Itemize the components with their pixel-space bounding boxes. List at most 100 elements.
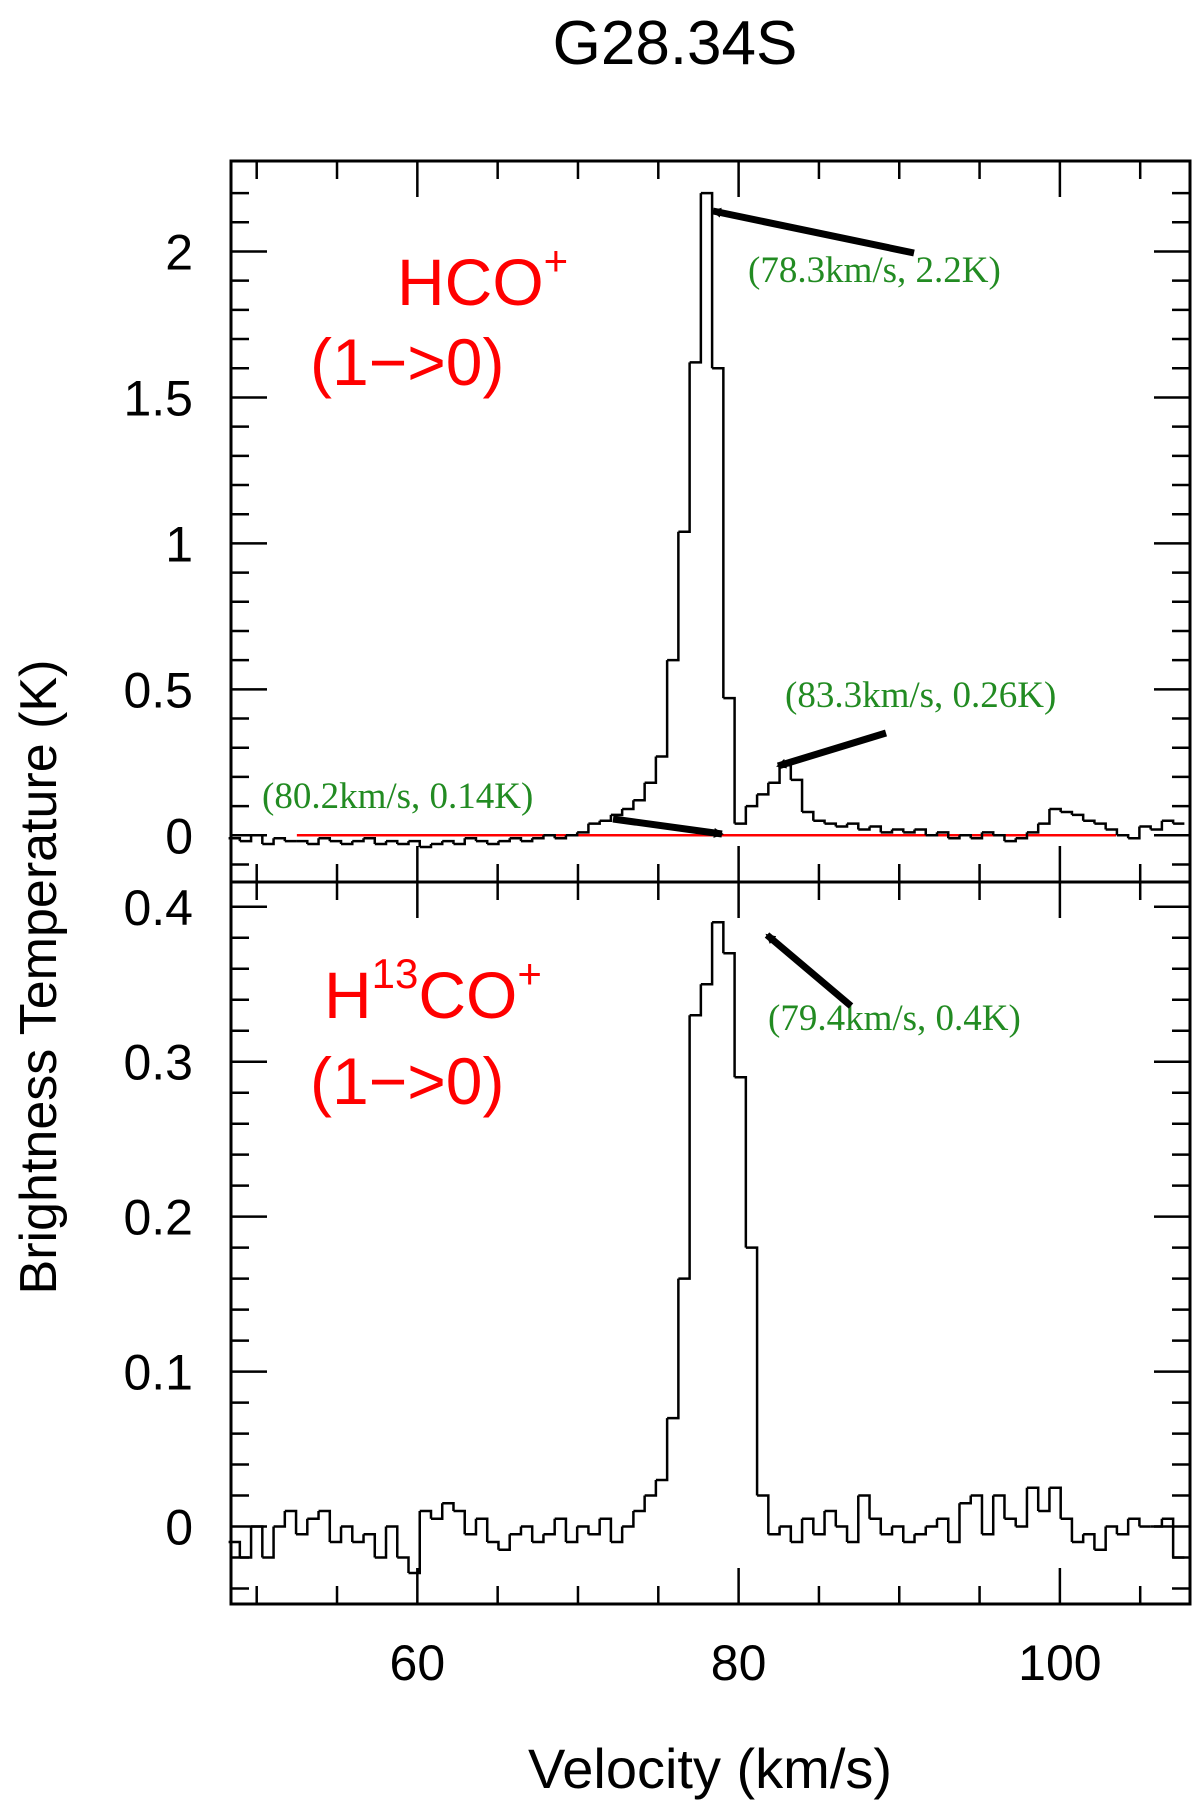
spectrum-channel (1128, 1517, 1141, 1527)
spectrum-channel (1116, 1518, 1130, 1536)
annotation: (78.3km/s, 2.2K) (748, 250, 1001, 291)
spectrum-channel (442, 1502, 455, 1512)
spectrum-channel (1026, 823, 1040, 834)
spectrum-channel (1049, 1486, 1062, 1519)
spectrum-channel (689, 984, 703, 1017)
spectrum-channel (745, 794, 759, 808)
spectrum-channel (678, 362, 691, 533)
spectrum-channel (734, 806, 748, 825)
y-tick-label: 2 (165, 224, 193, 280)
spectrum-channel (847, 1495, 860, 1544)
spectrum-channel (824, 1509, 838, 1527)
spectrum-channel (970, 1494, 984, 1535)
spectrum-channel (667, 531, 680, 662)
spectrum-channel (1105, 828, 1119, 836)
spectrum-channel (1049, 807, 1062, 812)
spectrum-channel (577, 1525, 590, 1535)
chart-title: G28.34S (553, 9, 798, 78)
spectrum-channel (475, 1517, 489, 1543)
spectrum-channel (1094, 1526, 1107, 1552)
spectrum-channel (903, 829, 916, 834)
spectrum-channel (644, 756, 658, 785)
spectrum-channel (813, 819, 826, 824)
molecule-transition: (1−>0) (310, 1044, 504, 1118)
spectrum-channel (734, 1075, 748, 1248)
spectrum-channel (959, 834, 972, 839)
y-tick-label: 0.2 (123, 1190, 193, 1246)
spectrum-channel (993, 834, 1006, 842)
spectrum-channel (1161, 1517, 1175, 1558)
spectrum-channel (644, 1480, 658, 1497)
spectrum-channel (790, 778, 804, 812)
spectrum-channel (858, 1494, 871, 1519)
spectrum-channel (262, 838, 275, 846)
spectrum-channel (239, 835, 253, 843)
spectrum-channel (1161, 819, 1175, 824)
spectrum-channel (419, 844, 433, 849)
spectrum-channel (1139, 825, 1152, 830)
annotation: (83.3km/s, 0.26K) (785, 675, 1056, 716)
spectrum-channel (768, 765, 781, 785)
spectrum-channel (374, 841, 388, 846)
spectrum-channel (655, 1418, 669, 1482)
spectrum-channel (588, 820, 601, 825)
spectrum-channel (1038, 809, 1051, 825)
spectrum-channel (453, 838, 466, 846)
spectrum-channel (1004, 1517, 1017, 1527)
x-axis-title: Velocity (km/s) (528, 1737, 892, 1800)
spectrum-channel (296, 839, 309, 845)
spectrum-channel (599, 814, 613, 822)
y-tick-label: 1.5 (123, 370, 193, 426)
spectrum-channel (397, 841, 410, 846)
spectrum-channel (914, 828, 928, 836)
spectrum-channel (341, 841, 354, 846)
spectrum-channel (374, 1526, 388, 1559)
spectrum-channel (464, 836, 478, 842)
molecule-label-part: H (324, 958, 372, 1032)
spectrum-channel (565, 1526, 579, 1544)
spectrum-channel (745, 1246, 759, 1496)
spectrum-channel (610, 809, 624, 817)
spectrum-channel (925, 1518, 939, 1528)
spectrum-channel (588, 1518, 601, 1536)
spectrum-channel (880, 829, 894, 834)
molecule-label-part: CO (418, 958, 517, 1032)
spectrum-channel (802, 1517, 815, 1535)
molecule-label-part: HCO (397, 245, 544, 319)
spectrum-channel (824, 822, 838, 827)
spectrum-channel (520, 1525, 534, 1543)
spectrum-channel (847, 822, 860, 830)
spectrum-channel (1083, 1533, 1096, 1550)
spectrum-channel (251, 834, 264, 845)
spectrum-channel (363, 1533, 377, 1558)
spectrum-channel (970, 832, 984, 840)
spectrum-channel (352, 1534, 365, 1544)
spectrum-channel (430, 841, 444, 846)
spectrum-channel (622, 800, 635, 811)
molecule-label: H13CO+ (324, 950, 542, 1032)
y-tick-label: 0.5 (123, 662, 193, 718)
spectrum-channel (655, 660, 669, 758)
spectrum-channel (858, 826, 871, 831)
spectrum-channel (959, 1495, 972, 1505)
spectrum-channel (869, 1517, 883, 1535)
spectrum-channel (577, 823, 590, 834)
spectrum-channel (543, 834, 556, 839)
spectrum-channel (1094, 822, 1107, 830)
spectrum-channel (1105, 1525, 1119, 1535)
spectrum-channel (329, 1526, 343, 1544)
spectrum-channel (1083, 819, 1096, 824)
spectrum-channel (498, 838, 511, 843)
spectrum-channel (981, 831, 995, 836)
spectrum-channel (700, 922, 714, 986)
spectrum-channel (509, 1526, 523, 1536)
annotation-arrow (711, 207, 915, 257)
molecule-label-part: + (544, 237, 569, 284)
spectrum-channel (712, 921, 725, 954)
spectrum-channel (835, 823, 849, 828)
spectrum-channel (610, 1526, 624, 1544)
spectrum-channel (1060, 810, 1074, 815)
molecule-label-part: + (517, 950, 542, 997)
spectrum-channel (914, 1526, 928, 1536)
spectrum-channel (1128, 826, 1141, 840)
